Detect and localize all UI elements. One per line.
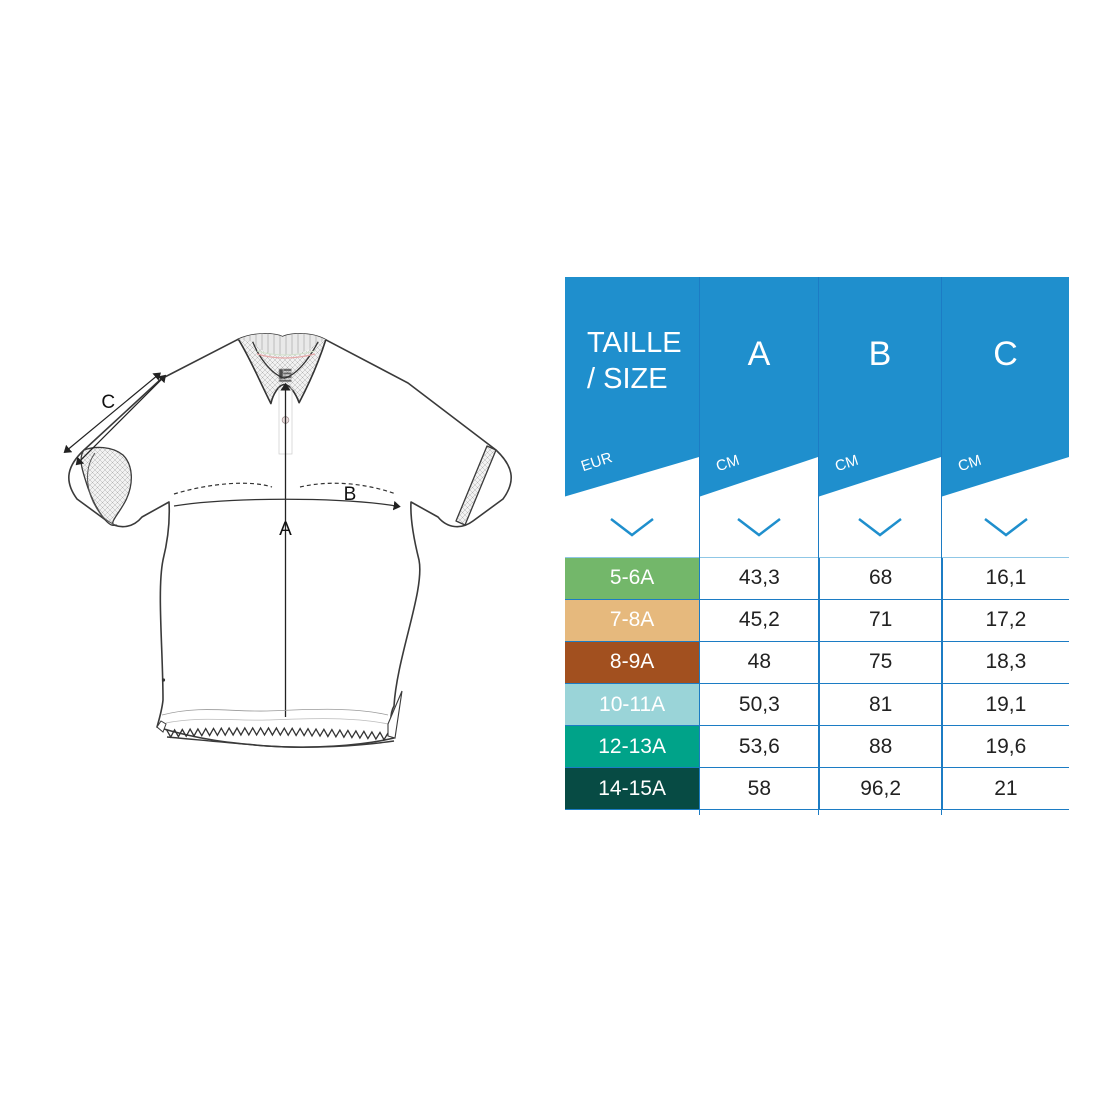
svg-text:B: B: [344, 484, 357, 505]
svg-text:C: C: [101, 392, 115, 413]
svg-text:A: A: [279, 519, 292, 540]
